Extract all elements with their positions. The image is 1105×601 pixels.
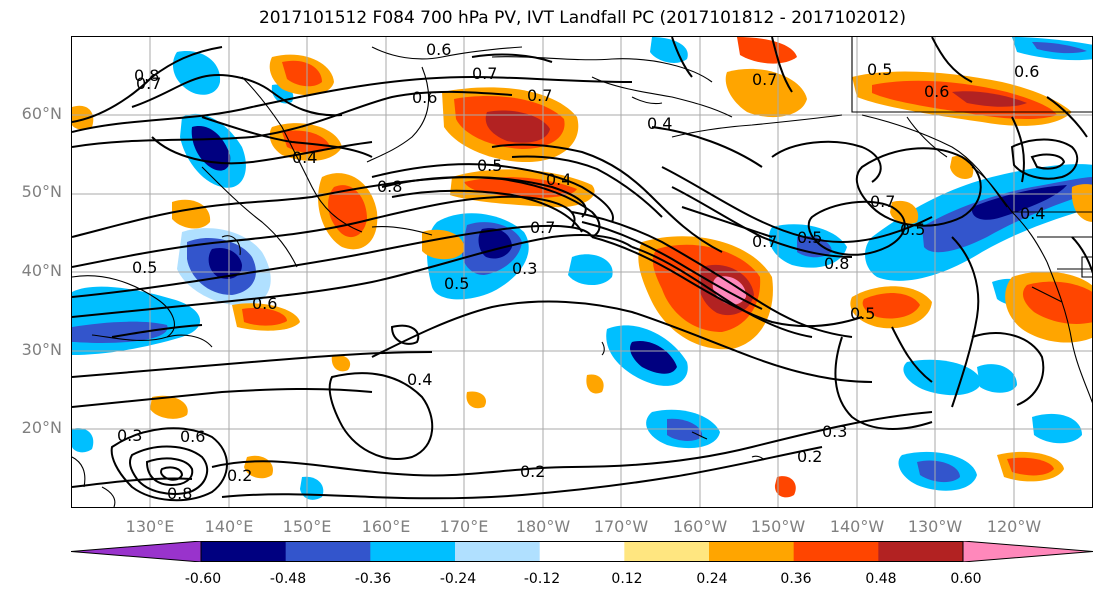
contour-label: 0.6 [412, 88, 437, 107]
contour-label: 0.7 [530, 218, 555, 237]
colorbar-segment [624, 541, 710, 562]
map-panel: 0.6 0.7 0.8 0.6 0.7 0.4 0.7 0.5 0.6 0.4 … [71, 36, 1093, 508]
lon-label-150w: 150°W [750, 517, 806, 536]
colorbar-segment [201, 541, 287, 562]
contour-label: 0.5 [444, 274, 469, 293]
pv-contours [72, 37, 1092, 502]
contour-label: 0.7 [136, 74, 161, 93]
colorbar-svg [70, 540, 1094, 563]
contour-label: 0.6 [426, 40, 451, 59]
contour-label: 0.5 [850, 304, 875, 323]
graticule [72, 37, 1092, 507]
colorbar-segment [539, 541, 625, 562]
colorbar-tick: -0.12 [523, 571, 561, 587]
negative-shading [72, 37, 1092, 500]
lon-label-160e: 160°E [361, 517, 411, 536]
colorbar-tick: -0.48 [269, 571, 307, 587]
contour-label: 0.7 [752, 70, 777, 89]
colorbar-segment [285, 541, 371, 562]
contour-label: 0.2 [520, 462, 545, 481]
lon-label-170w: 170°W [593, 517, 649, 536]
colorbar-segment [793, 541, 879, 562]
lon-label-180w: 180°W [515, 517, 571, 536]
contour-label: 0.5 [867, 60, 892, 79]
colorbar-tick: 0.12 [611, 571, 643, 587]
contour-label: 0.7 [472, 64, 497, 83]
lat-label-20n: 20°N [21, 418, 62, 437]
lon-label-130w: 130°W [907, 517, 963, 536]
contour-label: 0.5 [132, 258, 157, 277]
colorbar-tick: 0.48 [865, 571, 897, 587]
contour-label: 0.5 [797, 228, 822, 247]
colorbar-segments [70, 540, 1094, 563]
colorbar-segment [370, 541, 456, 562]
map-title: 2017101512 F084 700 hPa PV, IVT Landfall… [258, 8, 906, 28]
lat-label-40n: 40°N [21, 261, 62, 280]
lon-label-160w: 160°W [672, 517, 728, 536]
contour-label: 0.7 [752, 232, 777, 251]
lon-label-150e: 150°E [282, 517, 332, 536]
contour-label: 0.4 [407, 370, 432, 389]
lon-label-140e: 140°E [204, 517, 254, 536]
lat-label-50n: 50°N [21, 182, 62, 201]
contour-label: 0.5 [900, 220, 925, 239]
colorbar [70, 540, 1094, 563]
lon-label-130e: 130°E [125, 517, 175, 536]
contour-label: 0.3 [822, 422, 847, 441]
coastlines [72, 37, 1092, 507]
colorbar-extend-max [962, 540, 1094, 563]
contour-label: 0.2 [227, 466, 252, 485]
map-svg: 0.6 0.7 0.8 0.6 0.7 0.4 0.7 0.5 0.6 0.4 … [72, 37, 1092, 507]
contour-label: 0.6 [1014, 62, 1039, 81]
colorbar-frame [200, 541, 964, 562]
contour-label: 0.8 [167, 484, 192, 503]
contour-label: 0.2 [797, 447, 822, 466]
colorbar-tick: -0.24 [439, 571, 477, 587]
lon-label-120w: 120°W [986, 517, 1042, 536]
colorbar-segment [709, 541, 795, 562]
colorbar-tick: 0.36 [780, 571, 812, 587]
contour-label: 0.8 [134, 66, 159, 85]
contour-label: 0.6 [924, 82, 949, 101]
colorbar-segment [455, 541, 541, 562]
contour-label: 0.4 [546, 170, 571, 189]
contour-label: 0.8 [824, 254, 849, 273]
contour-label: 0.6 [252, 294, 277, 313]
colorbar-tick: -0.36 [354, 571, 392, 587]
contour-label: 0.4 [647, 114, 672, 133]
contour-label: 0.8 [377, 177, 402, 196]
lon-label-170e: 170°E [439, 517, 489, 536]
contour-labels: 0.6 0.7 0.8 0.6 0.7 0.4 0.7 0.5 0.6 0.4 … [117, 40, 1045, 503]
colorbar-extend-min [70, 540, 202, 563]
lon-label-140w: 140°W [829, 517, 885, 536]
contour-label: 0.3 [512, 259, 537, 278]
contour-label: 0.7 [527, 86, 552, 105]
contour-label: 0.5 [477, 156, 502, 175]
colorbar-tick: 0.60 [950, 571, 982, 587]
contour-label: 0.3 [117, 426, 142, 445]
lat-label-30n: 30°N [21, 340, 62, 359]
contour-label: 0.4 [292, 148, 317, 167]
lat-label-60n: 60°N [21, 104, 62, 123]
colorbar-tick: -0.60 [184, 571, 222, 587]
colorbar-segment [878, 541, 964, 562]
colorbar-tick: 0.24 [696, 571, 728, 587]
contour-label: 0.7 [870, 192, 895, 211]
contour-label: 0.6 [180, 427, 205, 446]
contour-label: 0.4 [1020, 204, 1045, 223]
